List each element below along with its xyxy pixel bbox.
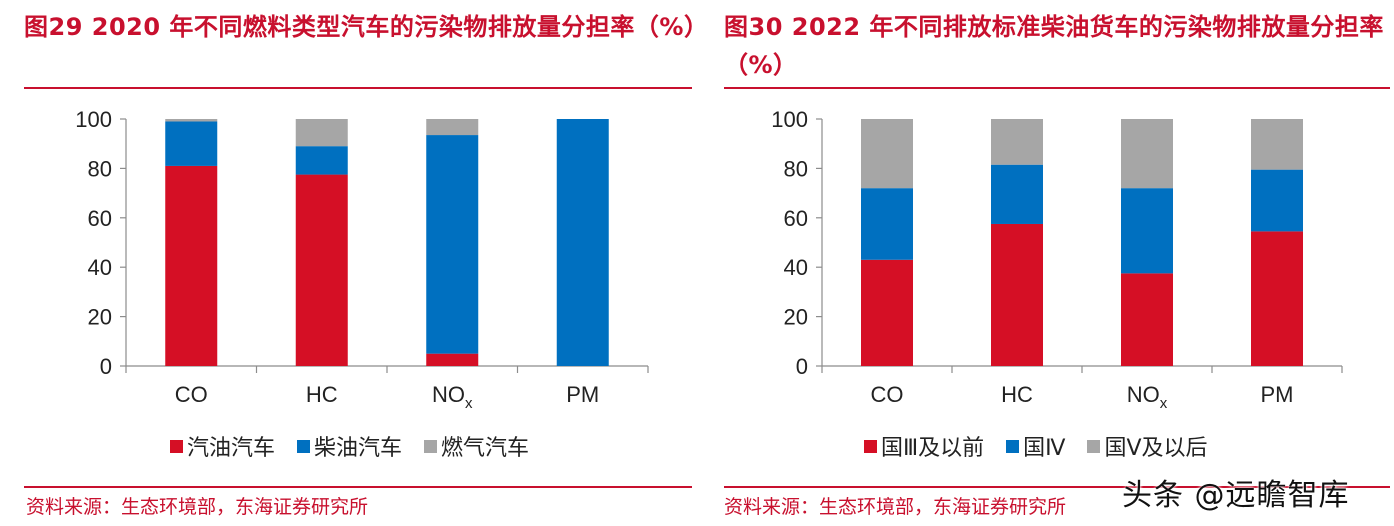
bar-segment (1251, 119, 1303, 170)
y-tick-label: 100 (75, 107, 112, 132)
x-category-label: CO (175, 382, 208, 407)
bar-segment (1121, 188, 1173, 274)
chart-title: 图30 2022 年不同排放标准柴油货车的污染物排放量分担率（%） (724, 13, 1384, 79)
legend-label: 国Ⅳ (1023, 436, 1066, 461)
y-tick-label: 60 (784, 206, 808, 231)
source-note: 资料来源：生态环境部，东海证券研究所 (724, 496, 1067, 518)
legend-item: 国Ⅲ及以前 (864, 430, 984, 462)
bar-segment (861, 119, 913, 189)
bar-segment (861, 188, 913, 260)
source-divider (24, 486, 692, 488)
y-tick-label: 0 (796, 354, 808, 379)
y-tick-label: 40 (784, 255, 808, 280)
y-tick-label: 20 (784, 305, 808, 330)
y-tick-label: 60 (88, 206, 112, 231)
y-tick-label: 80 (784, 156, 808, 181)
bar-segment (295, 174, 348, 366)
bar-segment (165, 119, 218, 122)
bar-segment (991, 164, 1043, 224)
x-category-label: PM (566, 382, 599, 407)
stacked-bar-chart-left: 0 20 40 60 80 100 CO HC NOx PM (75, 107, 649, 412)
bar-segment (165, 121, 218, 166)
legend-label: 国Ⅲ及以前 (881, 436, 985, 461)
bar-segment (426, 353, 479, 366)
legend-item: 燃气汽车 (424, 430, 529, 462)
title-divider (24, 87, 692, 89)
bar-segment (165, 165, 218, 366)
legend-swatch (424, 439, 438, 453)
x-category-label: NOx (432, 382, 473, 412)
legend-label: 燃气汽车 (441, 436, 530, 461)
legend-label: 柴油汽车 (314, 436, 403, 461)
source-note: 资料来源：生态环境部，东海证券研究所 (26, 496, 369, 518)
y-tick-label: 80 (88, 156, 112, 181)
y-tick-label: 100 (771, 107, 808, 132)
source-divider (724, 486, 1390, 488)
legend-item: 国Ⅴ及以后 (1087, 430, 1208, 462)
legend-item: 柴油汽车 (297, 430, 402, 462)
bar-segment (295, 119, 348, 147)
y-tick-label: 20 (88, 305, 112, 330)
stacked-bar-chart-right: 0 20 40 60 80 100 CO HC NOx PM (771, 107, 1343, 412)
legend-label: 国Ⅴ及以后 (1104, 436, 1208, 461)
bar-segment (295, 146, 348, 175)
bar-segment (1251, 231, 1303, 366)
chart-title: 图29 2020 年不同燃料类型汽车的污染物排放量分担率（%） (24, 13, 709, 41)
x-category-label: PM (1261, 382, 1294, 407)
x-category-label: NOx (1127, 382, 1168, 412)
bar-segment (991, 223, 1043, 366)
legend-swatch (170, 439, 183, 453)
legend-swatch (864, 439, 877, 453)
bar-segment (991, 119, 1043, 165)
x-category-label: CO (871, 382, 904, 407)
bar-segment (1121, 273, 1173, 366)
legend-swatch (1087, 439, 1101, 453)
legend-swatch (297, 439, 311, 453)
legend-item: 汽油汽车 (170, 430, 275, 462)
legend-swatch (1006, 439, 1020, 453)
bar-segment (1121, 119, 1173, 189)
y-tick-label: 0 (100, 354, 112, 379)
title-divider (724, 87, 1390, 89)
chart-legend: 汽油汽车 柴油汽车 燃气汽车 (170, 430, 529, 462)
legend-item: 国Ⅳ (1006, 430, 1065, 462)
bar-segment (426, 119, 479, 136)
legend-label: 汽油汽车 (187, 436, 276, 461)
right-chart-panel: 图30 2022 年不同排放标准柴油货车的污染物排放量分担率（%） 0 20 40 6… (720, 0, 1394, 526)
y-tick-label: 40 (88, 255, 112, 280)
x-category-label: HC (1001, 382, 1033, 407)
bar-segment (1251, 169, 1303, 232)
bar-segment (556, 119, 609, 366)
chart-legend: 国Ⅲ及以前 国Ⅳ 国Ⅴ及以后 (864, 430, 1208, 462)
bar-segment (426, 135, 479, 354)
watermark: 头条 @远瞻智库 (1122, 478, 1350, 513)
left-chart-panel: 图29 2020 年不同燃料类型汽车的污染物排放量分担率（%） 0 20 40 60 8… (24, 13, 708, 518)
x-category-label: HC (306, 382, 338, 407)
bar-segment (861, 259, 913, 366)
